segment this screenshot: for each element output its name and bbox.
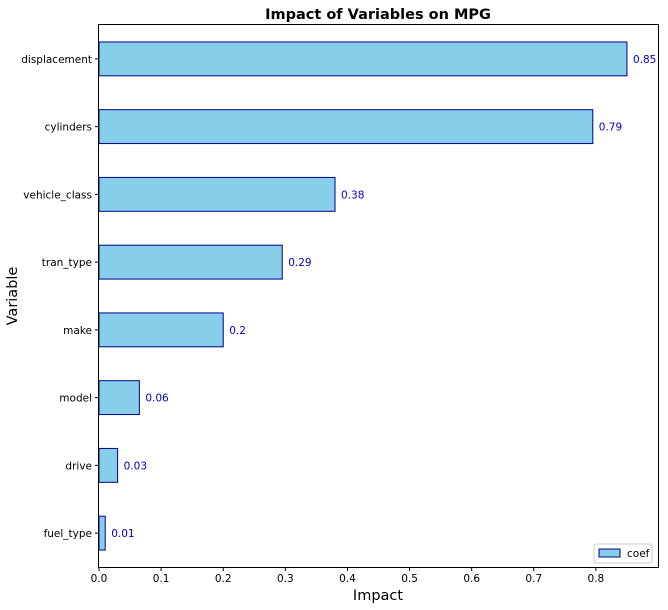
y-tick-label-model: model <box>59 393 92 405</box>
value-label-vehicle_class: 0.38 <box>341 189 364 201</box>
x-tick-label-0.2: 0.2 <box>215 573 232 585</box>
x-tick-label-0.8: 0.8 <box>588 573 605 585</box>
x-tick-label-0.6: 0.6 <box>463 573 480 585</box>
value-label-model: 0.06 <box>145 393 169 405</box>
y-tick-label-fuel_type: fuel_type <box>44 528 92 540</box>
y-tick-label-drive: drive <box>65 460 92 472</box>
value-label-make: 0.2 <box>229 325 246 337</box>
bar-vehicle_class <box>98 176 336 212</box>
chart-title: Impact of Variables on MPG <box>265 7 491 23</box>
x-tick-label-0.1: 0.1 <box>153 573 170 585</box>
bar-fuel_type <box>98 515 106 551</box>
x-tick-label-0.5: 0.5 <box>401 573 418 585</box>
value-label-drive: 0.03 <box>124 460 147 472</box>
bars <box>98 41 628 551</box>
x-tick-label-0.7: 0.7 <box>525 573 542 585</box>
plot-frame <box>98 24 659 568</box>
y-tick-label-vehicle_class: vehicle_class <box>23 189 92 201</box>
bar-tran_type <box>98 244 283 280</box>
y-tick-label-tran_type: tran_type <box>42 257 92 269</box>
value-label-fuel_type: 0.01 <box>111 528 134 540</box>
value-label-tran_type: 0.29 <box>288 257 311 269</box>
legend: coef <box>593 543 653 564</box>
bar-displacement <box>98 41 628 77</box>
x-axis-title: Impact <box>353 588 403 604</box>
bar-drive <box>98 447 119 483</box>
y-tick-label-cylinders: cylinders <box>45 122 92 134</box>
y-tick-label-make: make <box>63 325 92 337</box>
bar-cylinders <box>98 109 594 145</box>
y-tick-label-displacement: displacement <box>21 54 92 66</box>
y-axis-title: Variable <box>5 267 21 326</box>
value-label-cylinders: 0.79 <box>599 122 622 134</box>
bar-make <box>98 312 224 348</box>
y-axis: fuel_type drive model make tran_type vehicle_… <box>21 54 99 540</box>
legend-label: coef <box>627 548 650 560</box>
value-labels: 0.01 0.03 0.06 0.2 0.29 0.38 0.79 0.85 <box>111 54 656 540</box>
x-tick-label-0.3: 0.3 <box>277 573 294 585</box>
legend-swatch <box>598 548 621 558</box>
value-label-displacement: 0.85 <box>633 54 656 66</box>
x-axis: 0.0 0.1 0.2 0.3 0.4 0.5 0.6 0.7 0.8 <box>91 567 605 585</box>
bar-model <box>98 380 140 416</box>
x-tick-label-0.4: 0.4 <box>339 573 356 585</box>
x-tick-label-0.0: 0.0 <box>91 573 108 585</box>
